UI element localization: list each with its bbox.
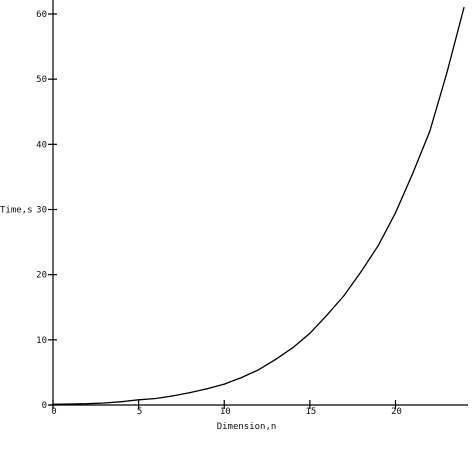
y-tick-label: 10 — [36, 336, 47, 346]
data-point — [206, 388, 208, 390]
data-point — [377, 244, 379, 246]
x-tick-label: 5 — [137, 407, 142, 417]
x-axis-title: Dimension,n — [217, 422, 277, 432]
x-tick-label: 0 — [51, 407, 56, 417]
x-tick-label: 20 — [391, 407, 402, 417]
axes — [49, 0, 468, 409]
data-point-group — [52, 6, 465, 405]
data-point — [189, 392, 191, 394]
data-point — [463, 6, 465, 9]
data-point — [394, 212, 397, 214]
data-point — [120, 401, 123, 403]
y-tick-label: 60 — [36, 10, 47, 20]
x-tick-label: 10 — [220, 407, 231, 417]
data-point — [446, 72, 448, 74]
data-point — [155, 397, 157, 400]
data-point — [69, 403, 71, 405]
x-tick-label: 15 — [305, 407, 316, 417]
data-point — [360, 270, 362, 273]
data-point — [343, 294, 345, 297]
data-point — [412, 173, 414, 175]
data-point — [103, 402, 105, 404]
y-tick-label: 20 — [36, 271, 47, 281]
y-tick-label: 50 — [36, 75, 47, 85]
data-point — [138, 399, 140, 401]
data-point — [240, 377, 242, 379]
data-point — [52, 403, 54, 405]
data-point — [257, 369, 260, 371]
y-tick-label: 30 — [36, 206, 47, 216]
y-axis-title: Time,s — [0, 206, 33, 216]
data-point — [223, 383, 225, 385]
data-point — [326, 314, 328, 316]
data-point — [275, 358, 277, 360]
y-tick-label: 40 — [36, 140, 47, 150]
data-point — [86, 403, 88, 405]
y-tick-label: 0 — [42, 401, 47, 411]
tick-group: 0 5 10 15 20 0 10 20 30 40 50 60 — [36, 10, 402, 417]
data-point — [429, 130, 431, 132]
data-point — [309, 332, 311, 334]
data-point — [172, 395, 174, 397]
time-vs-dimension-line — [52, 7, 465, 405]
data-point — [292, 347, 294, 349]
